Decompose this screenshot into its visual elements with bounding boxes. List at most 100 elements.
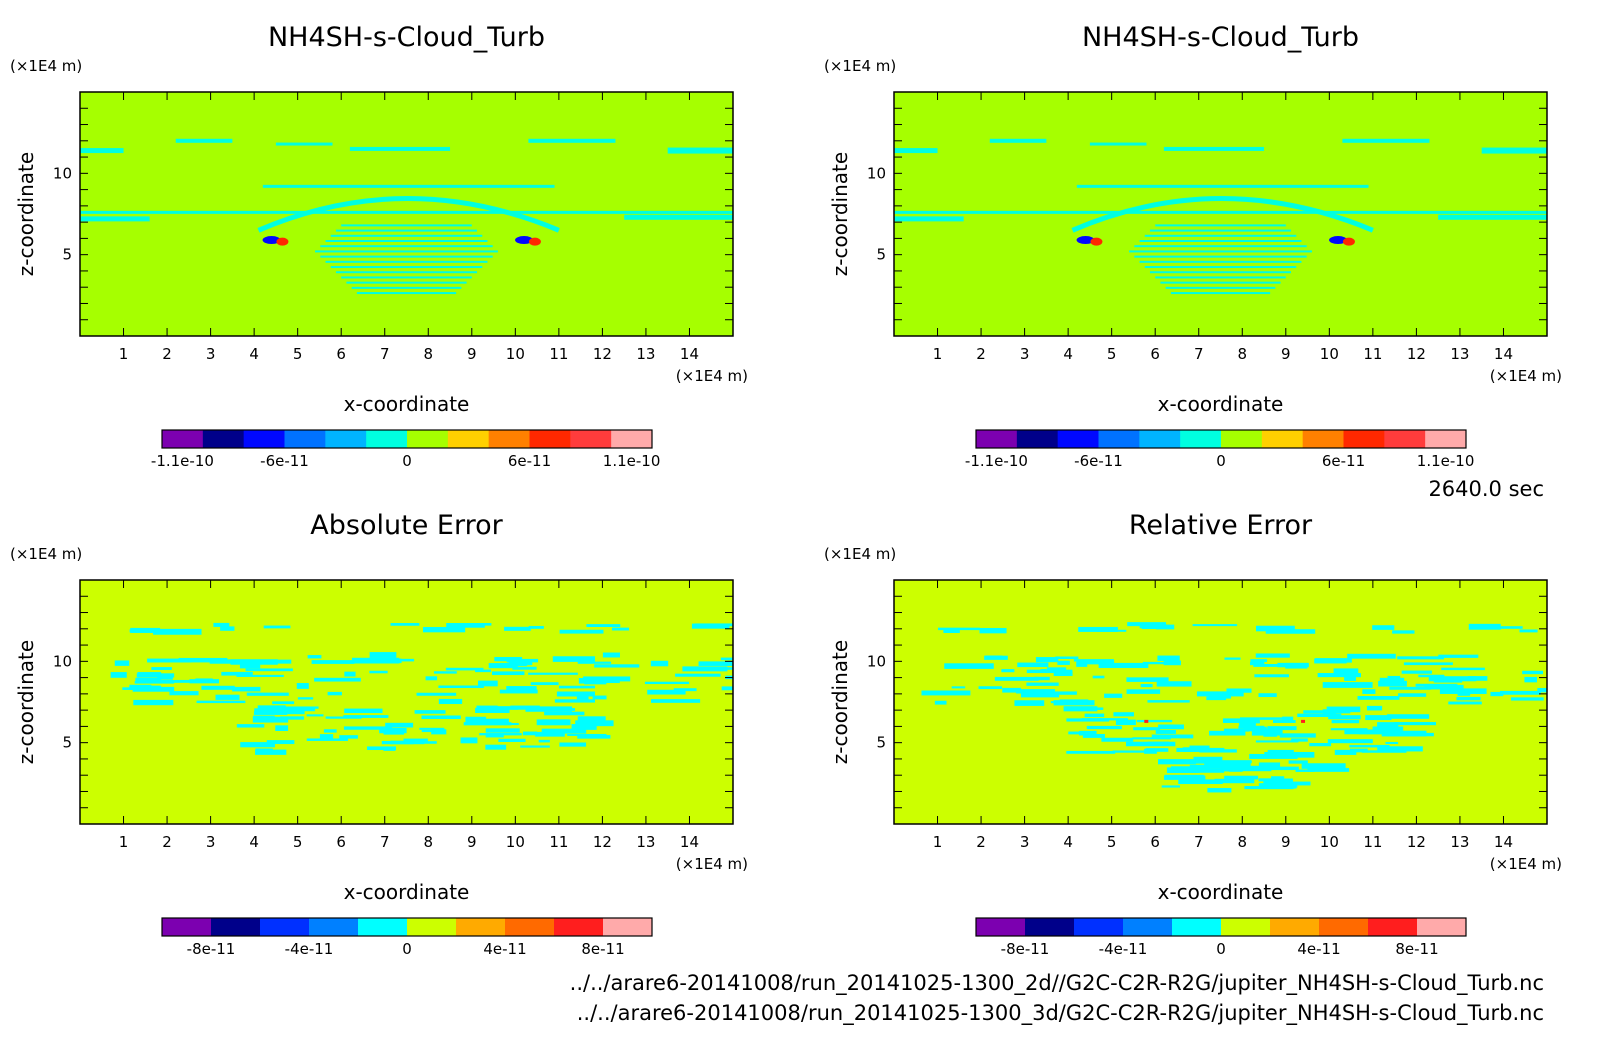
colorbar-segment — [1417, 918, 1467, 936]
wave-stripe — [1134, 245, 1307, 248]
error-patch — [1372, 726, 1404, 731]
x-tick-label: 8 — [1237, 833, 1247, 851]
y-axis-unit: (×1E4 m) — [10, 545, 82, 563]
error-patch — [1112, 750, 1151, 753]
x-axis-label: x-coordinate — [1158, 880, 1284, 904]
error-patch — [1193, 756, 1223, 763]
x-axis-unit: (×1E4 m) — [1490, 367, 1562, 385]
error-patch — [559, 742, 587, 747]
error-patch — [1307, 768, 1350, 772]
wave-stripe — [320, 245, 493, 248]
colorbar-segment — [570, 430, 612, 448]
band — [1342, 138, 1430, 143]
band — [175, 138, 233, 143]
error-patch — [1383, 750, 1400, 753]
error-patch — [1349, 748, 1368, 753]
error-patch — [1068, 731, 1083, 735]
error-patch — [1164, 775, 1206, 780]
error-patch — [1433, 679, 1463, 683]
wave-stripe — [330, 234, 483, 237]
error-patch — [1267, 726, 1297, 731]
x-tick-label: 14 — [680, 833, 699, 851]
wave-stripe — [341, 276, 472, 279]
x-tick-label: 5 — [293, 833, 303, 851]
wave-stripe — [1155, 276, 1286, 279]
error-patch — [647, 689, 686, 695]
wave-stripe — [1149, 229, 1292, 232]
error-patch — [383, 731, 405, 735]
x-tick-label: 8 — [1237, 345, 1247, 363]
error-patch — [1226, 765, 1272, 772]
error-patch — [1441, 667, 1485, 671]
error-patch — [577, 716, 606, 722]
error-patch — [472, 718, 509, 725]
y-tick-label: 10 — [867, 164, 886, 182]
x-tick-label: 13 — [636, 833, 655, 851]
error-patch — [419, 727, 445, 730]
error-patch — [1147, 741, 1169, 746]
error-patch — [1053, 671, 1073, 677]
error-patch — [498, 738, 526, 742]
wave-stripe — [1165, 286, 1276, 289]
vortex-positive — [276, 237, 289, 246]
x-tick-label: 11 — [549, 345, 568, 363]
error-patch — [230, 659, 278, 665]
x-tick-label: 6 — [1150, 833, 1160, 851]
x-tick-label: 7 — [380, 345, 390, 363]
x-tick-label: 8 — [423, 833, 433, 851]
error-patch — [201, 685, 235, 690]
y-tick-label: 10 — [867, 652, 886, 670]
error-patch — [475, 707, 510, 713]
error-patch — [1158, 759, 1196, 765]
colorbar-segment — [1319, 918, 1369, 936]
error-patch — [1113, 712, 1134, 717]
band — [528, 138, 616, 143]
error-patch — [1147, 700, 1190, 703]
error-patch — [189, 679, 220, 684]
colorbar-segment — [211, 918, 261, 936]
footer-path-1: ../../arare6-20141008/run_20141025-1300_… — [570, 971, 1544, 996]
error-patch — [943, 628, 960, 634]
plot-frame — [893, 579, 1548, 825]
x-tick-label: 14 — [680, 345, 699, 363]
error-patch — [283, 706, 319, 709]
error-patch — [691, 623, 730, 629]
error-patch — [1267, 766, 1299, 771]
error-patch — [1239, 721, 1256, 727]
chart-panel-tr: NH4SH-s-Cloud_Turb(×1E4 m)1 2 3 4 5 6 7 8 9 10 11 1… — [824, 22, 1562, 470]
error-patch — [1258, 762, 1281, 768]
colorbar-label: -8e-11 — [1001, 940, 1050, 958]
time-label: 2640.0 sec — [1428, 477, 1544, 501]
error-patch — [477, 680, 498, 687]
error-patch — [266, 707, 316, 712]
error-patch — [522, 731, 538, 736]
error-patch — [485, 744, 507, 750]
error-patch — [351, 657, 400, 664]
x-tick-label: 3 — [1020, 345, 1030, 363]
chart-title: NH4SH-s-Cloud_Turb — [268, 22, 545, 53]
vortex-negative — [1329, 236, 1348, 245]
error-patch — [220, 626, 235, 631]
error-patch — [921, 690, 971, 696]
colorbar-segment — [407, 430, 449, 448]
error-patch — [1267, 749, 1294, 755]
wave-stripe — [1170, 292, 1271, 295]
error-patch — [1086, 660, 1115, 665]
field-background — [80, 92, 733, 336]
error-patch — [492, 706, 518, 710]
colorbar-label: 1.1e-10 — [603, 452, 661, 470]
colorbar-segment — [976, 430, 1018, 448]
x-tick-label: 4 — [249, 833, 259, 851]
chart-panel-br: Relative Error(×1E4 m)1 2 3 4 5 6 7 8 9 10 11 12 13 1… — [824, 510, 1562, 958]
error-patch — [575, 720, 614, 727]
error-patch — [1389, 686, 1431, 690]
error-patch — [1098, 662, 1149, 669]
vortex-negative — [262, 236, 281, 245]
error-patch — [1145, 748, 1169, 752]
y-axis-unit: (×1E4 m) — [824, 545, 896, 563]
error-patch — [1334, 749, 1357, 755]
wave-stripe — [1134, 255, 1307, 258]
error-patch — [221, 671, 253, 676]
error-patch — [1209, 730, 1246, 736]
wave-stripe — [1155, 224, 1286, 227]
